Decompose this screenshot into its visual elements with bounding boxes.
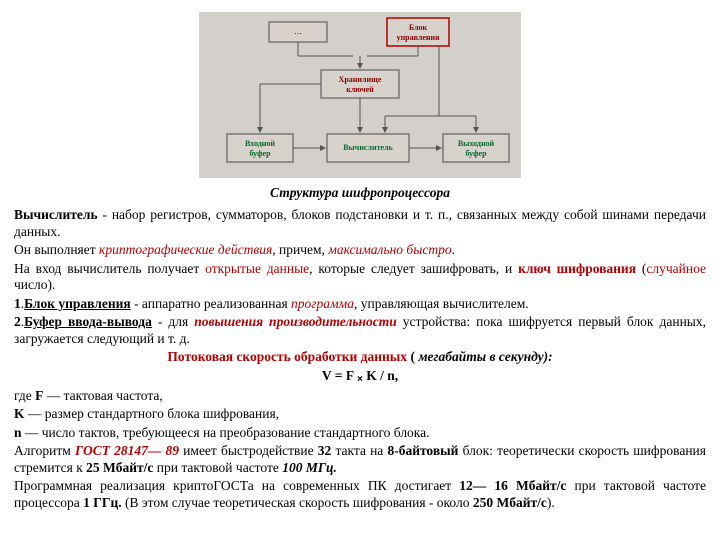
- def-n: n — число тактов, требующееся на преобра…: [14, 425, 706, 441]
- box-in-buf-l2: буфер: [249, 149, 271, 158]
- para-calculator: Вычислитель - набор регистров, сумматоро…: [14, 207, 706, 240]
- para-gost: Алгоритм ГОСТ 28147— 89 имеет быстродейс…: [14, 443, 706, 476]
- flow-speed-heading: Потоковая скорость обработки данных ( ме…: [14, 349, 706, 365]
- para-pc: Программная реализация криптоГОСТа на со…: [14, 478, 706, 511]
- def-k: K — размер стандартного блока шифрования…: [14, 406, 706, 422]
- cipher-processor-diagram: … Блок управления Хранилище ключей Входн…: [195, 8, 525, 183]
- box-in-buf-l1: Входной: [245, 139, 275, 148]
- para-inputs: На вход вычислитель получает открытые да…: [14, 261, 706, 294]
- box-out-buf-l2: буфер: [465, 149, 487, 158]
- diagram-caption: Структура шифропроцессора: [14, 185, 706, 201]
- box-control-label1: Блок: [409, 23, 428, 32]
- formula: V = F × K / n,: [14, 368, 706, 386]
- para-crypto-actions: Он выполняет криптографические действия,…: [14, 242, 706, 258]
- box-top-left-label: …: [294, 27, 302, 36]
- list-item-buffer: 2.Буфер ввода-вывода - для повышения про…: [14, 314, 706, 347]
- box-keystore-l1: Хранилище: [339, 75, 382, 84]
- box-calc-l: Вычислитель: [343, 143, 393, 152]
- box-control-label2: управления: [397, 33, 441, 42]
- list-item-control: 1.Блок управления - аппаратно реализован…: [14, 296, 706, 312]
- def-f: где F — тактовая частота,: [14, 388, 706, 404]
- box-out-buf-l1: Выходной: [458, 139, 495, 148]
- diagram-container: … Блок управления Хранилище ключей Входн…: [14, 8, 706, 183]
- box-keystore-l2: ключей: [346, 85, 374, 94]
- term-calculator: Вычислитель: [14, 207, 98, 222]
